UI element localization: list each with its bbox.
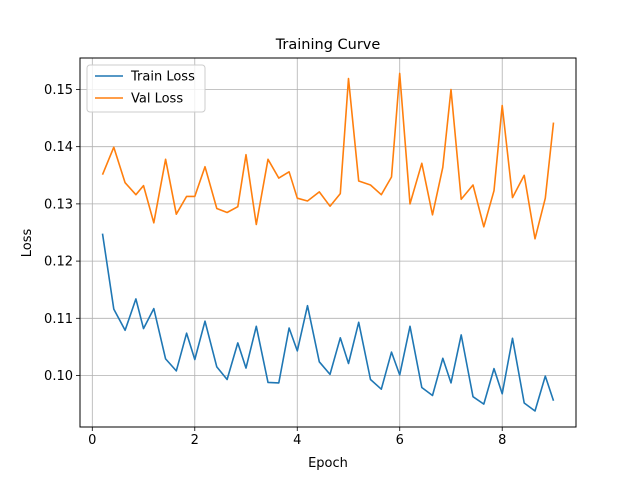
x-tick-label: 4 [293, 433, 301, 448]
val-loss-line [101, 72, 555, 240]
plot-area [80, 58, 576, 427]
x-axis-label: Epoch [308, 456, 348, 471]
x-tick-label: 0 [88, 433, 96, 448]
train-loss-line [101, 233, 555, 412]
y-axis-label: Loss [20, 229, 35, 258]
x-tick-label: 2 [191, 433, 199, 448]
legend-label-val-loss: Val Loss [131, 92, 183, 107]
x-tick-label: 6 [396, 433, 404, 448]
y-axis: 0.10 0.11 0.12 0.13 0.14 0.15 [44, 83, 80, 384]
legend-label-train-loss: Train Loss [130, 70, 195, 85]
y-tick-label: 0.15 [44, 83, 73, 98]
grid-lines [80, 58, 576, 427]
y-tick-label: 0.11 [44, 312, 73, 327]
x-tick-label: 8 [498, 433, 506, 448]
y-tick-label: 0.12 [44, 255, 73, 270]
series-layer [101, 72, 555, 412]
plot-frame [79, 57, 577, 428]
y-tick-label: 0.13 [44, 197, 73, 212]
chart-title: Training Curve [275, 37, 381, 53]
y-tick-label: 0.10 [44, 369, 73, 384]
x-axis: 0 2 4 6 8 [88, 427, 506, 448]
legend: Train Loss Val Loss [86, 64, 206, 113]
y-tick-label: 0.14 [44, 140, 73, 155]
